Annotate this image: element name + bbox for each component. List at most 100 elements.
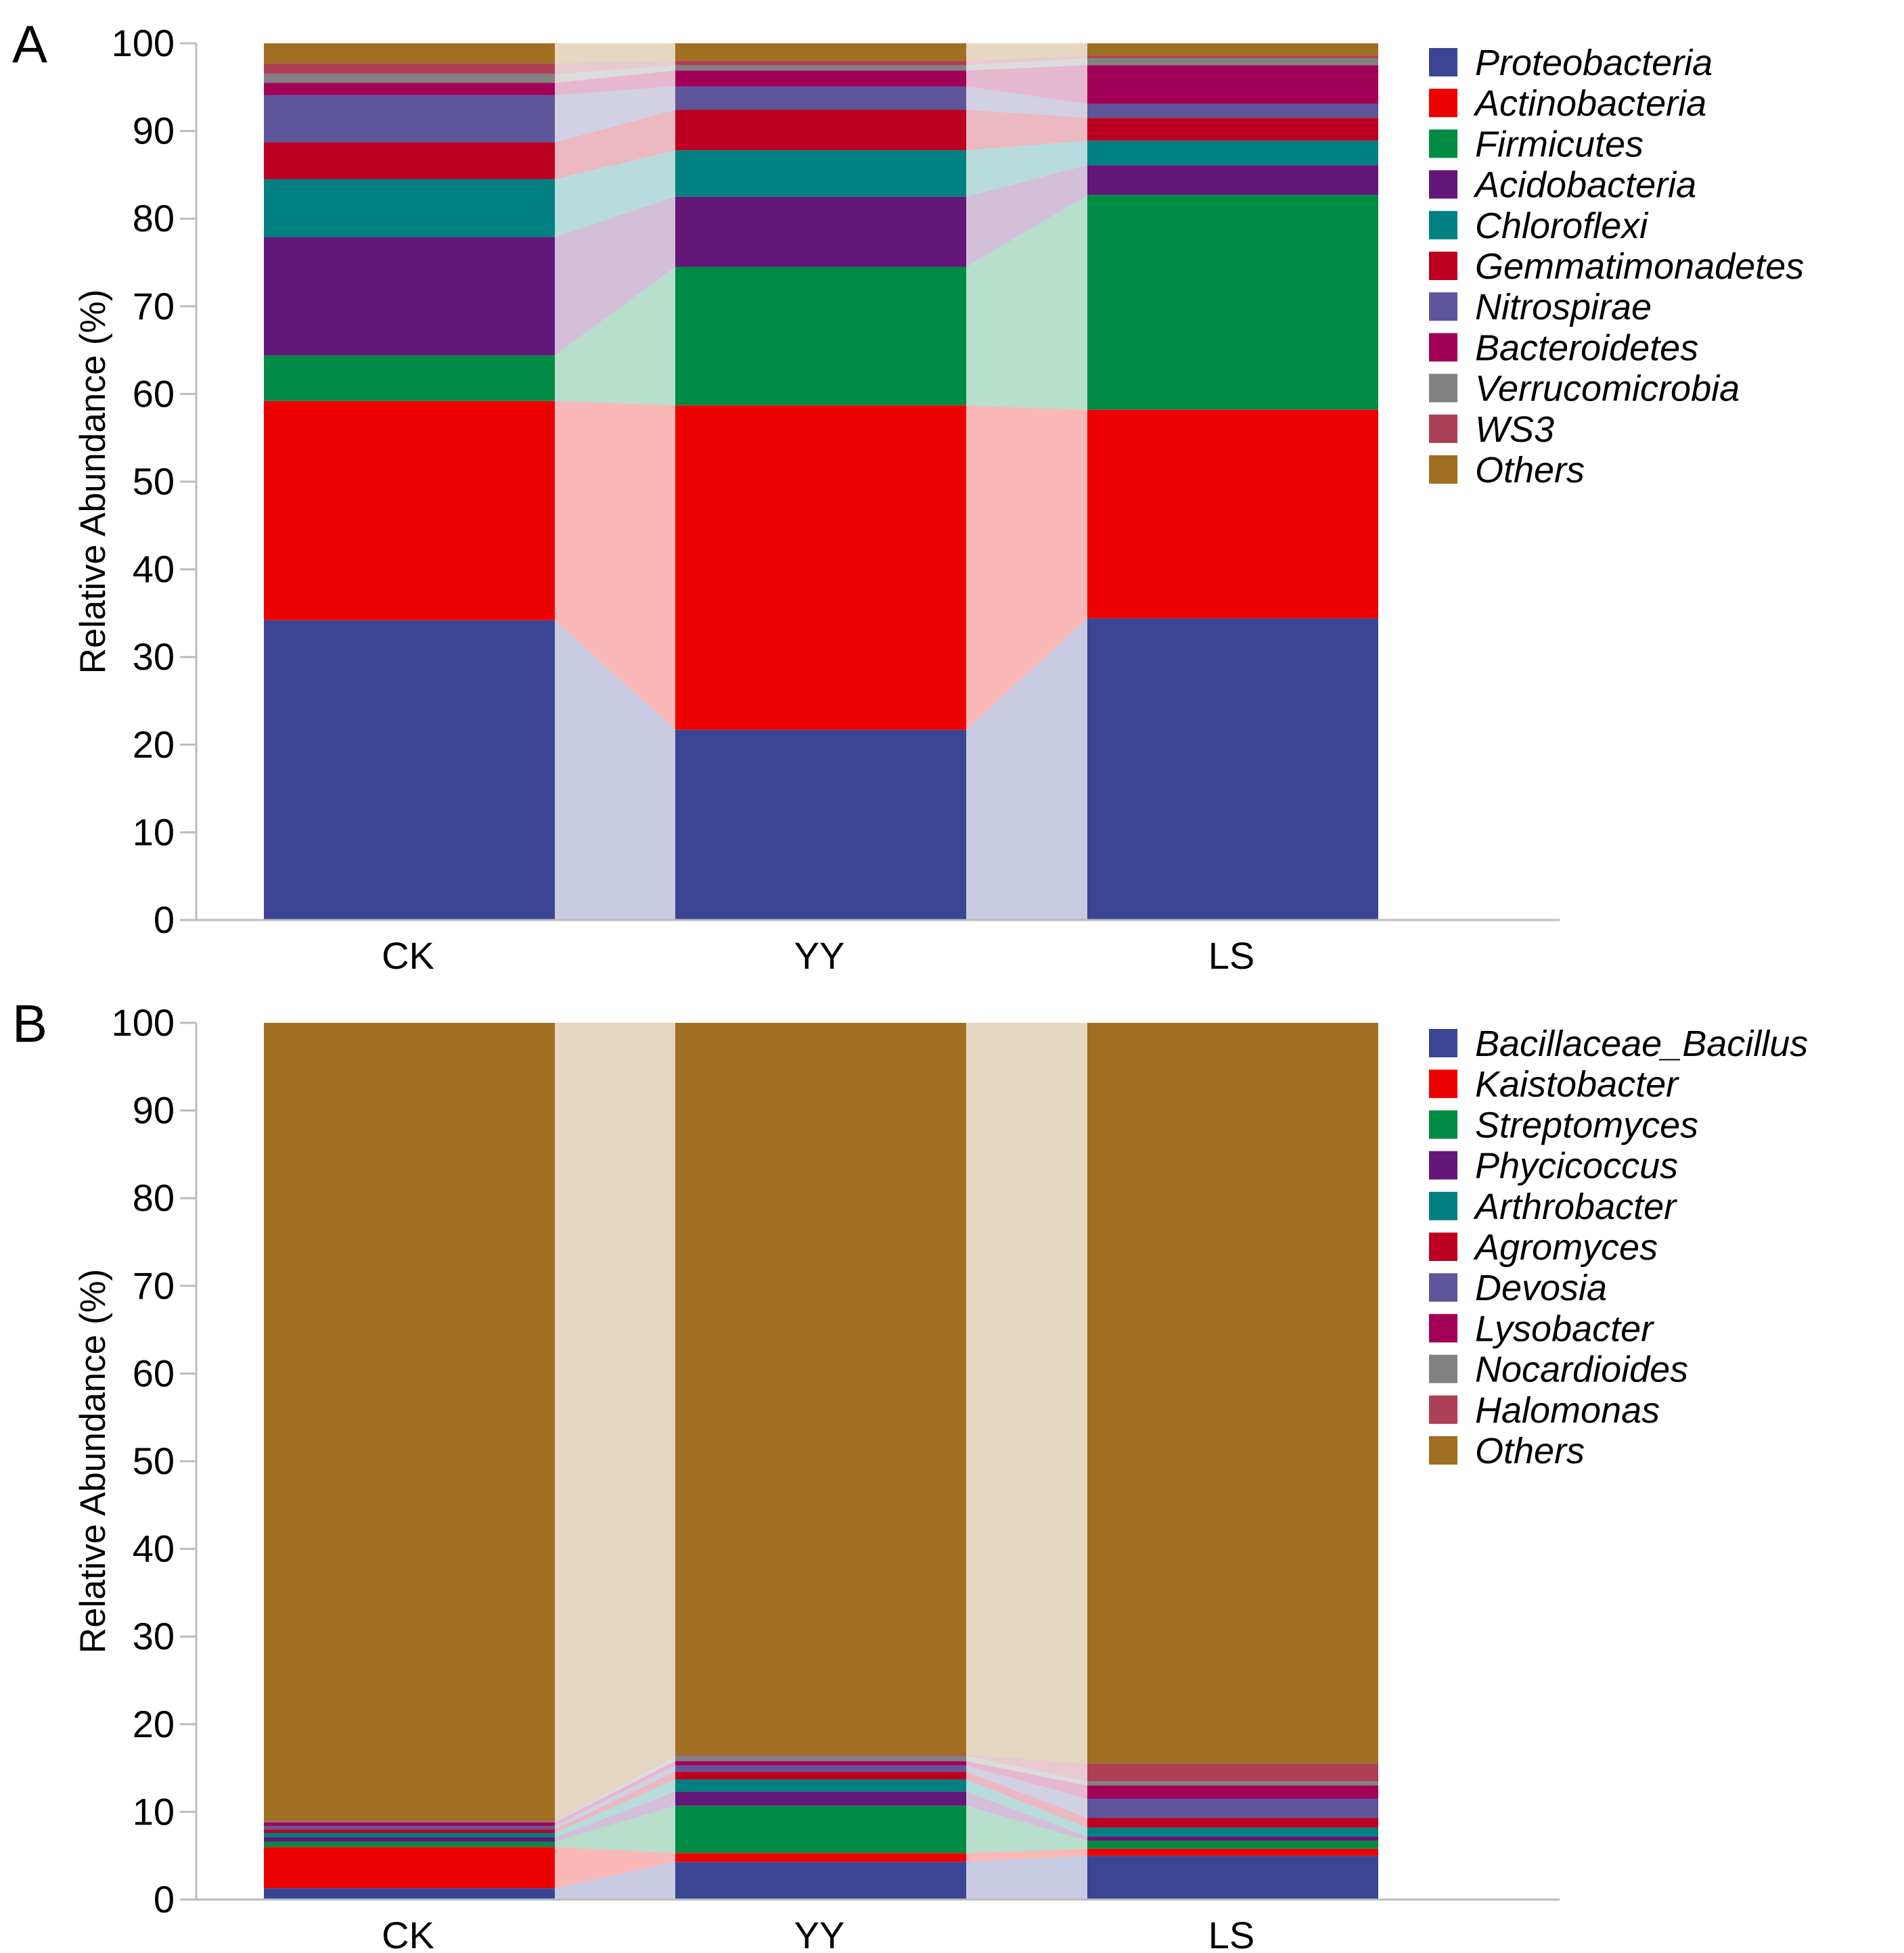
bar-segment-acidobacteria-ls: [1087, 165, 1378, 196]
flow-streptomyces-ck-yy: [555, 1806, 675, 1854]
flow-phycicoccus-ck-yy: [555, 1791, 675, 1842]
legend-swatch: [1429, 1436, 1457, 1465]
y-tick-label: 70: [133, 285, 175, 327]
legend-swatch: [1429, 1395, 1457, 1424]
legend-swatch: [1429, 1110, 1457, 1139]
bar-segment-bacillaceae-bacillus-ck: [264, 1888, 555, 1900]
legend-item: Kaistobacter: [1429, 1064, 1679, 1105]
y-tick-label: 90: [133, 110, 175, 152]
legend-swatch: [1429, 373, 1457, 403]
bar-segment-bacillaceae-bacillus-ls: [1087, 1856, 1378, 1900]
legend-item: Agromyces: [1429, 1227, 1658, 1268]
bar-segment-firmicutes-yy: [675, 267, 966, 406]
bar-segment-streptomyces-ck: [264, 1841, 555, 1847]
flow-bacteroidetes-yy-ls: [966, 65, 1087, 104]
legend-label: Kaistobacter: [1475, 1064, 1679, 1105]
bar-segment-acidobacteria-ck: [264, 237, 555, 356]
legend-item: Gemmatimonadetes: [1429, 246, 1804, 287]
bar-segment-halomonas-ck: [264, 1820, 555, 1822]
flow-streptomyces-yy-ls: [966, 1806, 1087, 1854]
legend-label: Agromyces: [1473, 1227, 1658, 1268]
bar-segment-streptomyces-yy: [675, 1806, 966, 1854]
flow-others-ck-yy: [555, 43, 675, 64]
legend-label: Phycicoccus: [1475, 1146, 1678, 1187]
bar-segment-bacillaceae-bacillus-yy: [675, 1862, 966, 1900]
y-tick-label: 40: [133, 1527, 175, 1570]
bar-segment-bacteroidetes-yy: [675, 70, 966, 87]
legend-label: Gemmatimonadetes: [1475, 246, 1804, 287]
legend-label: Streptomyces: [1475, 1105, 1698, 1145]
flow-devosia-yy-ls: [966, 1765, 1087, 1818]
bar-segment-chloroflexi-ls: [1087, 140, 1378, 166]
bar-segment-bacteroidetes-ck: [264, 83, 555, 95]
legend-label: Bacillaceae_Bacillus: [1475, 1024, 1808, 1064]
bar-segment-nitrospirae-yy: [675, 86, 966, 110]
flow-proteobacteria-yy-ls: [966, 618, 1087, 920]
bar-segment-bacteroidetes-ls: [1087, 65, 1378, 104]
flow-kaistobacter-yy-ls: [966, 1848, 1087, 1862]
legend-label: Halomonas: [1475, 1390, 1660, 1431]
bar-segment-devosia-ls: [1087, 1798, 1378, 1818]
bar-segment-ws3-ck: [264, 63, 555, 74]
flow-chloroflexi-yy-ls: [966, 140, 1087, 197]
bar-segment-actinobacteria-ck: [264, 400, 555, 620]
legend-label: WS3: [1475, 409, 1554, 450]
legend-item: WS3: [1429, 409, 1554, 450]
legend-swatch: [1429, 89, 1457, 118]
panel-a: 0 10 20 30 40 50 60 70 80 90 100 CK YY LS Relative Abu…: [12, 14, 1804, 977]
legend-item: Firmicutes: [1429, 124, 1644, 164]
flow-kaistobacter-ck-yy: [555, 1847, 675, 1889]
legend-label: Nitrospirae: [1475, 287, 1652, 327]
flow-gemmatimonadetes-yy-ls: [966, 110, 1087, 151]
bar-segment-gemmatimonadetes-ck: [264, 142, 555, 179]
bar-segment-lysobacter-yy: [675, 1761, 966, 1766]
bar-segment-ws3-yy: [675, 60, 966, 66]
y-tick-label: 50: [133, 1440, 175, 1482]
y-tick-label: 0: [154, 1878, 175, 1921]
y-axis-label: Relative Abundance (%): [73, 1269, 113, 1654]
flow-agromyces-ck-yy: [555, 1771, 675, 1833]
bar-segment-chloroflexi-ck: [264, 179, 555, 237]
bar-segment-halomonas-ls: [1087, 1764, 1378, 1782]
y-tick-label: 50: [133, 460, 175, 503]
legend-swatch: [1429, 333, 1457, 362]
legend-swatch: [1429, 252, 1457, 280]
legend-label: Firmicutes: [1475, 124, 1644, 164]
legend-item: Chloroflexi: [1429, 206, 1649, 246]
flow-chloroflexi-ck-yy: [555, 150, 675, 237]
panel-label: B: [12, 994, 47, 1053]
flow-verrucomicrobia-yy-ls: [966, 58, 1087, 71]
x-tick-label-ck: CK: [382, 934, 434, 977]
flow-ws3-yy-ls: [966, 55, 1087, 66]
y-tick-label: 60: [133, 1352, 175, 1394]
bar-segment-actinobacteria-ls: [1087, 409, 1378, 619]
bar-segment-proteobacteria-ck: [264, 620, 555, 920]
legend-swatch: [1429, 1354, 1457, 1383]
bar-segment-verrucomicrobia-ls: [1087, 58, 1378, 66]
y-tick-label: 30: [133, 635, 175, 678]
x-tick-label-yy: YY: [794, 1914, 845, 1953]
bar-segment-phycicoccus-yy: [675, 1791, 966, 1806]
x-tick-label-ck: CK: [382, 1914, 434, 1953]
flow-acidobacteria-ck-yy: [555, 196, 675, 356]
y-tick-label: 0: [154, 898, 175, 941]
y-tick-label: 100: [112, 22, 175, 64]
flow-halomonas-ck-yy: [555, 1755, 675, 1822]
panel-a-flows: [555, 43, 1087, 920]
flow-firmicutes-yy-ls: [966, 195, 1087, 410]
legend-item: Streptomyces: [1429, 1105, 1698, 1145]
legend-label: Nocardioides: [1475, 1350, 1688, 1390]
bar-segment-gemmatimonadetes-yy: [675, 110, 966, 151]
legend-item: Bacteroidetes: [1429, 327, 1698, 368]
legend-label: Arthrobacter: [1473, 1187, 1677, 1227]
legend-item: Bacillaceae_Bacillus: [1429, 1024, 1808, 1064]
y-axis-label: Relative Abundance (%): [73, 290, 113, 674]
bar-segment-others-yy: [675, 1023, 966, 1755]
legend-item: Nitrospirae: [1429, 287, 1652, 327]
flow-devosia-ck-yy: [555, 1765, 675, 1830]
bar-segment-others-ls: [1087, 1023, 1378, 1764]
panel-b-legend: Bacillaceae_BacillusKaistobacterStreptom…: [1429, 1024, 1808, 1471]
bar-segment-gemmatimonadetes-ls: [1087, 118, 1378, 141]
bar-segment-others-ck: [264, 1023, 555, 1821]
legend-label: Lysobacter: [1475, 1308, 1654, 1349]
